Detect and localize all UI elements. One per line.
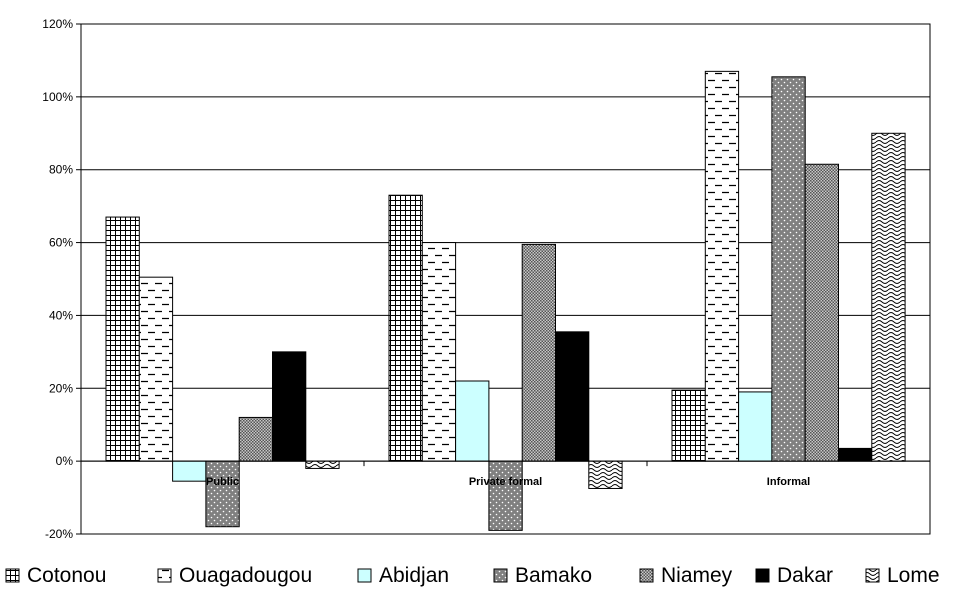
bar-abidjan-public [172,460,207,482]
bar-dakar-private-formal [555,331,590,462]
legend-label: Dakar [777,564,833,587]
legend-label: Bamako [515,564,592,587]
legend-label: Lome [887,564,940,587]
category-label: Private formal [469,476,542,488]
category-label: Public [206,476,239,488]
bar-dakar-informal [838,447,873,462]
y-tick-label: 20% [49,381,73,395]
bar-bamako-informal [771,76,806,462]
legend-swatch [5,568,20,583]
legend-swatch [865,568,880,583]
bar-cotonou-public [105,216,140,462]
legend-label: Niamey [661,564,733,587]
bar-bamako-public [205,460,240,528]
legend-swatch [493,568,508,583]
legend-swatch [755,568,770,583]
legend: Cotonou Ouagadougou Abidjan Bamako Niamey Dak… [5,564,940,587]
bar-lome-informal [871,132,906,462]
bars [105,70,906,531]
bar-abidjan-informal [738,391,773,462]
y-tick-label: 120% [42,17,73,31]
y-tick-label: 0% [56,454,74,468]
bar-lome-public [305,460,340,469]
y-tick-label: 60% [49,236,73,250]
legend-label: Cotonou [27,564,106,587]
bar-niamey-private-formal [521,243,557,462]
bar-bamako-private-formal [488,460,523,531]
legend-label: Abidjan [379,564,449,587]
y-tick-label: 40% [49,308,73,322]
axes [76,23,931,535]
labels: -20% 0% 20% 40% 60% 80% 100% 120% Public Private … [42,17,810,541]
legend-swatch [157,568,172,583]
category-label: Informal [767,476,810,488]
bar-ouagadougou-informal [704,70,740,462]
plot-frame [80,23,931,535]
bar-ouagadougou-private-formal [421,242,457,462]
bar-cotonou-informal [671,389,706,462]
bar-abidjan-private-formal [455,380,490,462]
bar-niamey-informal [804,163,840,462]
bar-lome-private-formal [588,460,623,489]
bar-dakar-public [272,351,307,462]
y-tick-label: 100% [42,90,73,104]
bar-ouagadougou-public [138,276,174,462]
y-tick-label: -20% [45,527,73,541]
legend-label: Ouagadougou [179,564,312,587]
legend-swatch [357,568,372,583]
legend-swatch [639,568,654,583]
y-tick-label: 80% [49,163,73,177]
bar-niamey-public [238,416,273,462]
bar-cotonou-private-formal [388,194,423,462]
